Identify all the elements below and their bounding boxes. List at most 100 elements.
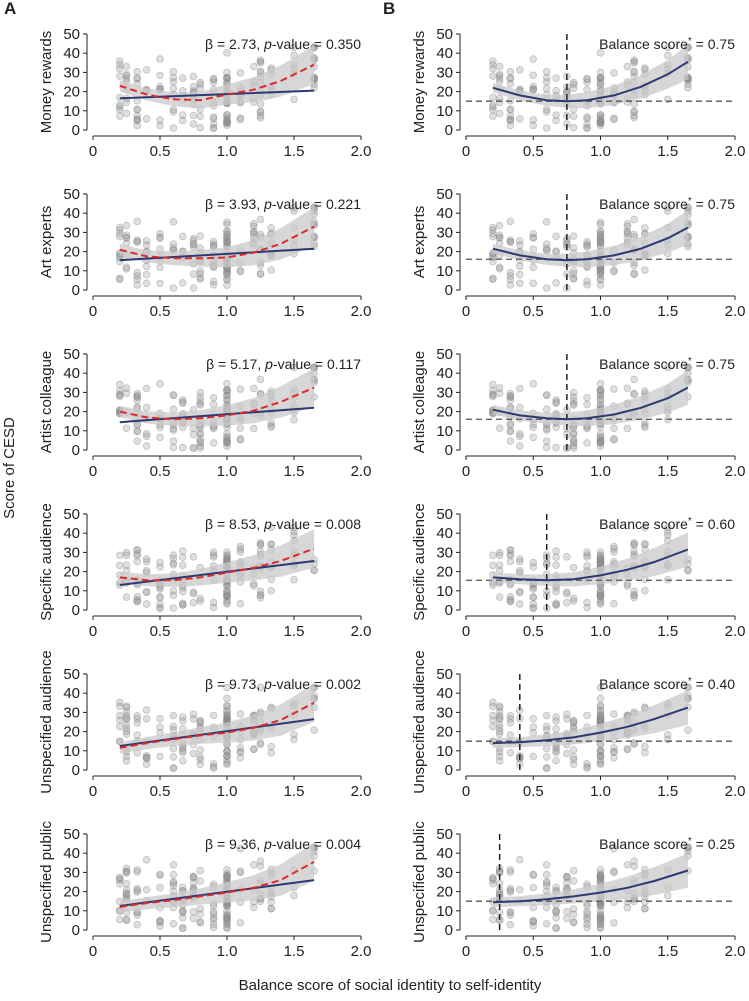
point-b-3 (596, 437, 605, 445)
point-a-4 (133, 551, 142, 560)
y-tick-label-b-3: 50 (436, 346, 453, 363)
point-b-2 (596, 227, 605, 236)
row-label-a-3: Artist colleague (38, 351, 55, 454)
point-b-2 (489, 229, 497, 238)
point-a-1 (256, 58, 265, 67)
point-b-5 (529, 714, 538, 723)
point-a-1 (223, 73, 231, 82)
panel-a-5: 0 0.5 1.0 1.5 2.0 0 10 20 30 40 50 Unspecified audi… (38, 650, 371, 800)
point-a-3 (133, 393, 142, 402)
point-a-1 (169, 77, 178, 86)
point-a-4 (178, 599, 187, 608)
row-label-a-1: Money rewards (38, 31, 55, 134)
point-a-2 (122, 265, 131, 273)
point-a-5 (178, 756, 187, 765)
point-b-3 (569, 393, 578, 401)
point-b-1 (596, 79, 605, 88)
point-a-3 (223, 437, 231, 445)
point-b-4 (506, 546, 515, 555)
point-a-2 (209, 281, 218, 289)
point-b-5 (495, 748, 504, 756)
point-b-2 (596, 220, 605, 229)
point-a-6 (256, 857, 265, 865)
point-b-1 (506, 105, 515, 114)
point-a-1 (223, 73, 231, 82)
x-tick-label-b-3: 1.5 (657, 463, 678, 480)
balance-annotation-b-6: Balance score* = 0.25 (599, 836, 735, 853)
point-b-2 (583, 277, 591, 286)
point-a-4 (178, 553, 187, 562)
point-a-5 (133, 712, 142, 720)
point-a-3 (142, 384, 151, 393)
point-a-4 (236, 542, 245, 551)
linear-fit-line-a-5 (119, 718, 315, 747)
y-tick-label-b-3: 20 (436, 404, 453, 421)
point-b-2 (630, 215, 638, 224)
point-b-5 (630, 740, 638, 749)
point-b-2 (630, 261, 638, 270)
quadratic-fit-line-b-4 (492, 548, 689, 582)
x-tick-label-b-6: 1.5 (657, 943, 678, 960)
point-b-2 (495, 233, 504, 242)
point-a-3 (223, 439, 231, 448)
point-b-1 (506, 116, 515, 125)
point-b-1 (596, 111, 605, 119)
point-b-3 (515, 384, 524, 393)
point-b-3 (596, 433, 605, 442)
point-a-5 (189, 749, 198, 758)
y-tick-label-b-6: 40 (436, 845, 453, 862)
point-a-6 (122, 915, 131, 924)
point-b-4 (596, 548, 605, 556)
point-b-2 (569, 232, 578, 240)
point-b-6 (506, 884, 515, 893)
point-a-1 (178, 111, 187, 119)
point-a-1 (116, 72, 124, 80)
point-a-2 (116, 226, 124, 234)
beta-annotation-a-5: β = 9.73, p-value = 0.002 (205, 676, 361, 692)
point-b-5 (596, 694, 605, 703)
point-b-5 (596, 702, 605, 711)
point-b-1 (596, 68, 605, 77)
point-b-3 (623, 384, 632, 393)
y-tick-label-a-3: 0 (72, 442, 80, 459)
point-b-4 (569, 563, 578, 572)
point-a-1 (133, 73, 142, 82)
x-tick-label-b-4: 1.0 (590, 623, 611, 640)
point-b-4 (663, 523, 672, 532)
point-b-5 (552, 713, 560, 721)
point-b-2 (623, 228, 632, 236)
point-a-5 (122, 702, 131, 710)
point-a-4 (209, 553, 218, 561)
point-a-2 (116, 275, 124, 284)
point-b-6 (569, 866, 578, 875)
point-a-1 (236, 69, 245, 77)
point-b-2 (583, 281, 591, 289)
point-b-4 (596, 591, 605, 599)
point-b-4 (623, 582, 632, 590)
x-tick-label-a-4: 2.0 (351, 623, 372, 640)
point-b-1 (596, 111, 605, 119)
point-b-1 (569, 84, 578, 93)
point-b-3 (596, 395, 605, 403)
point-a-2 (196, 232, 205, 240)
point-a-2 (196, 266, 205, 275)
row-label-a-4: Specific audience (38, 503, 55, 621)
point-b-4 (529, 563, 538, 571)
point-a-6 (223, 871, 231, 880)
point-b-4 (641, 586, 649, 595)
point-a-2 (142, 237, 151, 245)
point-a-5 (122, 703, 131, 712)
y-tick-label-b-3: 40 (436, 365, 453, 382)
point-b-2 (569, 269, 578, 278)
point-a-3 (223, 391, 231, 400)
point-b-4 (506, 595, 515, 604)
y-tick-label-b-5: 40 (436, 685, 453, 702)
row-label-b-3: Artist colleague (411, 351, 428, 454)
point-b-2 (506, 217, 515, 226)
point-b-6 (569, 877, 578, 885)
point-a-2 (223, 235, 231, 243)
point-b-3 (569, 439, 578, 447)
point-a-3 (196, 441, 205, 450)
y-tick-label-a-4: 20 (63, 564, 80, 581)
point-a-5 (209, 760, 218, 768)
